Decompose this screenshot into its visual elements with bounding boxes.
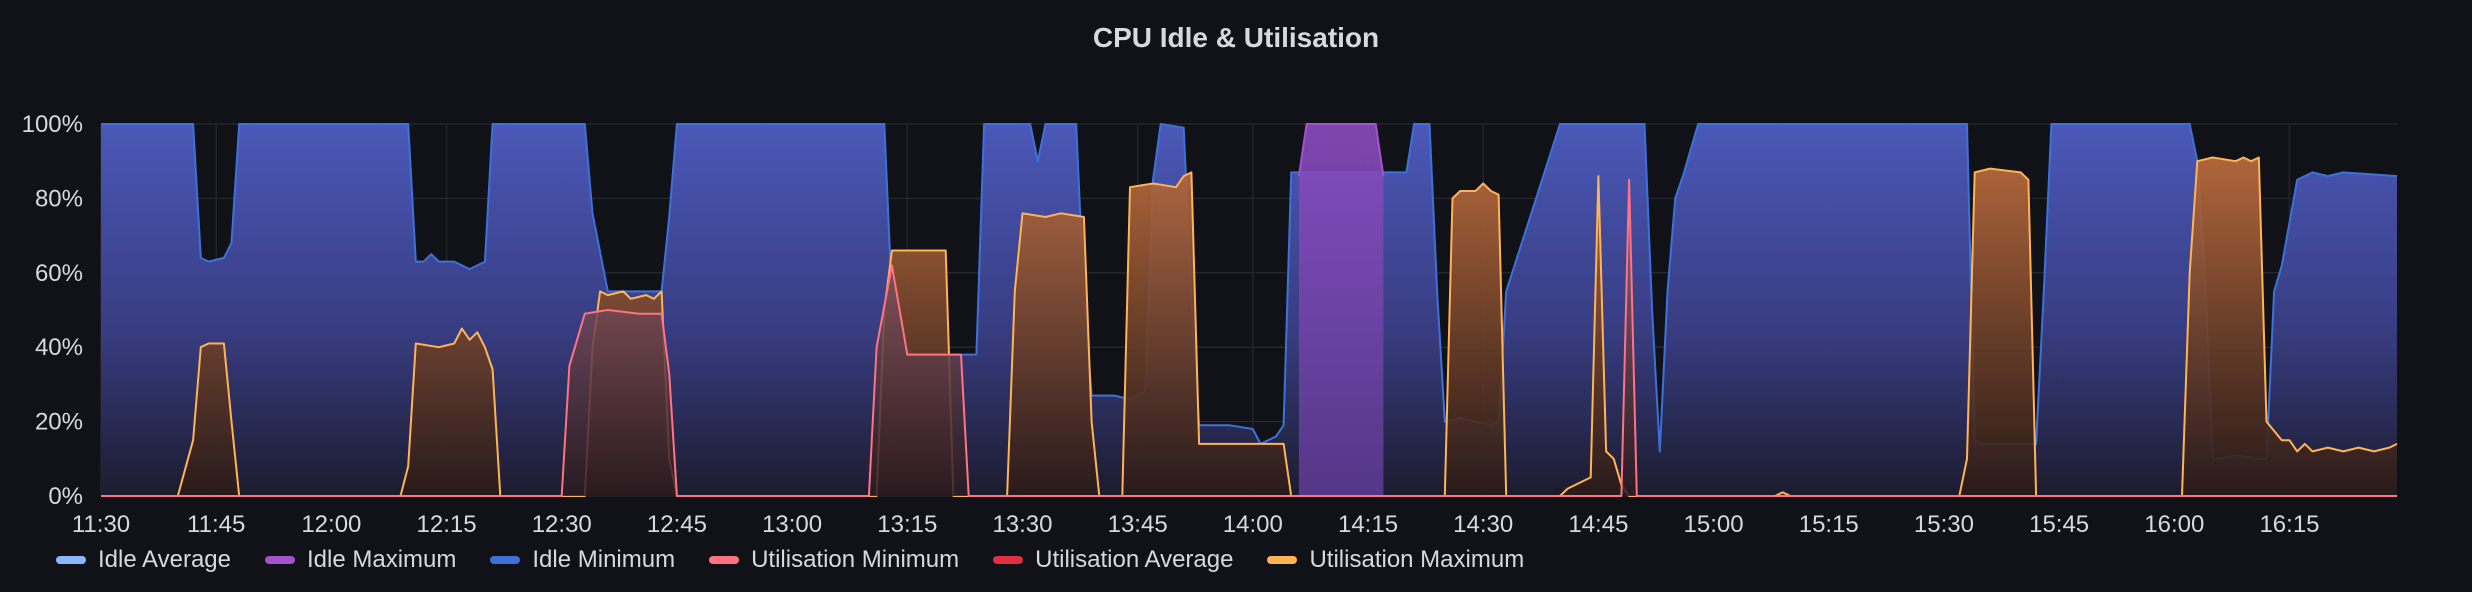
x-tick-label: 12:00 [301, 511, 361, 538]
chart-plot[interactable]: 0%20%40%60%80%100% 11:30 11:45 12:00 12:15 1… [0, 0, 2472, 540]
legend-item-utilisation-minimum[interactable]: Utilisation Minimum [709, 546, 959, 574]
y-axis: 0% 20% 40% 60% 80% 100% [22, 111, 83, 510]
legend-label: Idle Minimum [532, 546, 676, 573]
legend-swatch [265, 556, 295, 564]
idle-maximum-area [1298, 124, 1384, 496]
x-tick-label: 15:00 [1684, 511, 1744, 538]
x-tick-label: 16:15 [2259, 511, 2319, 538]
legend-swatch [993, 556, 1024, 564]
chart-title: CPU Idle & Utilisation [1092, 22, 1380, 53]
legend-swatch [709, 556, 740, 564]
legend-swatch [490, 556, 521, 564]
idle-minimum-area [101, 124, 2397, 496]
legend-item-idle-average[interactable]: Idle Average [56, 546, 231, 574]
legend-item-utilisation-average[interactable]: Utilisation Average [993, 546, 1233, 574]
x-axis: 11:30 11:45 12:00 12:15 12:30 12:45 13:00 13:15… [72, 511, 2320, 538]
legend-swatch [1267, 556, 1298, 564]
x-tick-label: 13:45 [1108, 511, 1168, 538]
x-tick-label: 14:15 [1338, 511, 1398, 538]
x-tick-label: 14:45 [1568, 511, 1628, 538]
legend-item-utilisation-maximum[interactable]: Utilisation Maximum [1267, 546, 1524, 574]
y-tick-label: 60% [35, 260, 83, 287]
legend-item-idle-maximum[interactable]: Idle Maximum [265, 546, 456, 574]
x-tick-label: 15:15 [1799, 511, 1859, 538]
y-tick-label: 20% [35, 409, 83, 436]
x-tick-label: 13:00 [762, 511, 822, 538]
x-tick-label: 14:30 [1453, 511, 1513, 538]
y-tick-label: 80% [35, 185, 83, 212]
x-tick-label: 11:45 [187, 511, 245, 538]
legend-label: Idle Maximum [307, 546, 457, 573]
y-tick-label: 40% [35, 334, 83, 361]
y-tick-label: 0% [48, 483, 83, 510]
x-tick-label: 12:15 [417, 511, 477, 538]
x-tick-label: 14:00 [1223, 511, 1283, 538]
series-areas [101, 123, 2398, 497]
legend-item-idle-minimum[interactable]: Idle Minimum [490, 546, 675, 574]
x-tick-label: 13:30 [992, 511, 1052, 538]
x-tick-label: 11:30 [72, 511, 130, 538]
legend-label: Utilisation Minimum [751, 546, 960, 573]
x-tick-label: 15:45 [2029, 511, 2089, 538]
x-tick-label: 12:45 [647, 511, 707, 538]
legend-swatch [56, 556, 86, 564]
utilisation-maximum-line [101, 156, 2398, 497]
x-tick-label: 13:15 [877, 511, 937, 538]
x-tick-label: 12:30 [532, 511, 592, 538]
x-tick-label: 16:00 [2144, 511, 2204, 538]
idle-maximum-line [1297, 123, 1385, 177]
utilisation-minimum-line [101, 178, 2397, 497]
x-tick-label: 15:30 [1914, 511, 1974, 538]
legend: Idle Average Idle Maximum Idle Minimum Util… [56, 546, 1524, 574]
legend-label: Utilisation Maximum [1309, 546, 1525, 573]
legend-label: Utilisation Average [1035, 546, 1234, 573]
y-tick-label: 100% [22, 111, 83, 138]
legend-label: Idle Average [98, 546, 231, 573]
